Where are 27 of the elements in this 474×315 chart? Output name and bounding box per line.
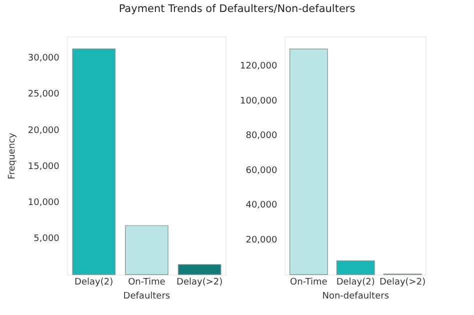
y-tick-label: 20,000	[28, 126, 60, 136]
y-tick-label: 100,000	[240, 96, 278, 106]
x-axis-title: Defaulters	[123, 291, 170, 302]
bar	[289, 48, 328, 275]
y-tick-label: 10,000	[28, 198, 60, 208]
bar	[336, 260, 375, 275]
x-tick-label: Delay(>2)	[176, 278, 223, 288]
y-tick-label: 60,000	[246, 166, 278, 176]
x-tick-label: On-Time	[290, 278, 328, 288]
x-tick-label: Delay(>2)	[379, 278, 426, 288]
y-tick-label: 15,000	[28, 162, 60, 172]
y-tick-label: 120,000	[240, 62, 278, 72]
y-tick-label: 20,000	[246, 235, 278, 246]
y-tick-label: 40,000	[246, 200, 278, 211]
bar	[178, 264, 222, 275]
x-tick-label: On-Time	[128, 278, 166, 288]
y-tick-label: 5,000	[34, 234, 60, 244]
x-axis-title: Non-defaulters	[322, 291, 390, 302]
y-tick-label: 80,000	[246, 131, 278, 142]
y-axis-title: Frequency	[8, 132, 18, 180]
x-tick-label: Delay(2)	[336, 278, 375, 288]
x-tick-label: Delay(2)	[74, 278, 114, 288]
y-tick-label: 25,000	[28, 90, 60, 100]
bar	[125, 225, 168, 275]
chart-title: Payment Trends of Defaulters/Non-defaulters	[118, 3, 356, 15]
bar	[72, 48, 116, 275]
y-tick-label: 30,000	[28, 54, 60, 64]
